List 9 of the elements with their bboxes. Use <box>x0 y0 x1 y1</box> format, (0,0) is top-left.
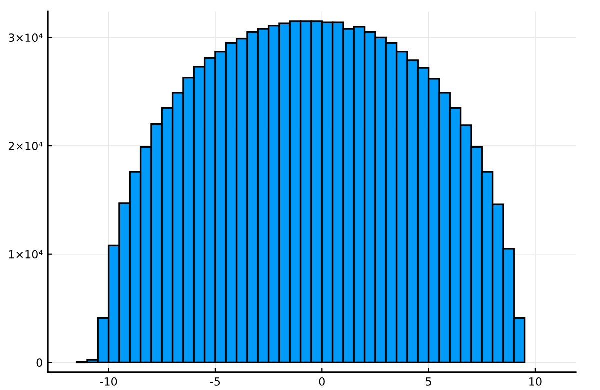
y-tick-label: 0 <box>36 358 42 368</box>
y-tick-label: 3×10⁴ <box>9 34 43 42</box>
x-tick-label: -5 <box>210 378 220 386</box>
x-tick-label: -10 <box>100 378 118 386</box>
y-tick-label: 2×10⁴ <box>8 142 43 150</box>
x-tick-label: 0 <box>319 378 325 386</box>
x-tick-label: 5 <box>426 378 432 386</box>
x-tick-label: 10 <box>530 378 542 386</box>
y-tick-label: 1×10⁴ <box>9 250 43 259</box>
